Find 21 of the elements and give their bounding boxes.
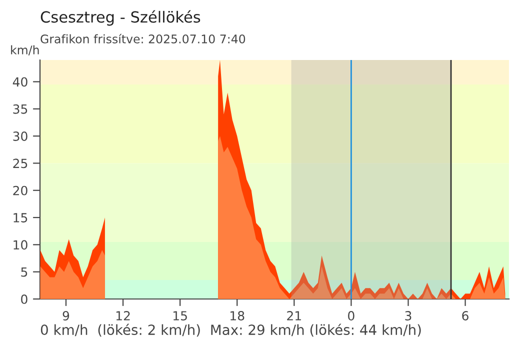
- text: 0 km/h (lökés: 2 km/h) Max: 29 km/h (lökés: 44 km/h): [40, 324, 421, 337]
- x-tick-label: 0: [348, 311, 354, 320]
- y-tick-label: 35: [13, 104, 28, 114]
- x-tick-label: 15: [173, 311, 187, 320]
- y-tick-label: 10: [14, 240, 28, 250]
- chart-title: Csesztreg - Széllökés: [40, 10, 200, 26]
- x-tick-label: 9: [62, 311, 70, 320]
- y-tick-label: 0: [21, 294, 28, 304]
- x-tick-label: 21: [287, 311, 301, 320]
- x-tick-label: 18: [230, 311, 244, 320]
- chart-subtitle: Grafikon frissítve: 2025.07.10 7:40: [40, 34, 246, 44]
- y-tick-label: 20: [13, 186, 28, 196]
- x-tick-label: 6: [462, 311, 468, 320]
- y-axis-title: km/h: [11, 45, 39, 56]
- y-tick-label: 30: [13, 132, 28, 141]
- x-tick-label: 3: [405, 311, 412, 320]
- y-tick-label: 40: [12, 77, 28, 87]
- x-tick-label: 12: [116, 311, 130, 320]
- y-tick-label: 5: [21, 267, 28, 277]
- y-tick-label: 25: [13, 158, 28, 168]
- y-tick-label: 15: [14, 213, 28, 222]
